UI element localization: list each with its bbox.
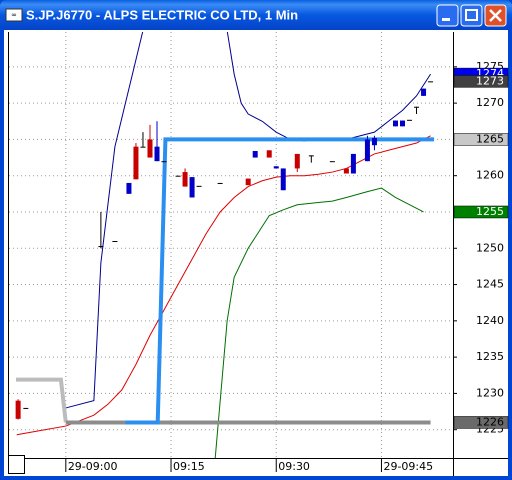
- candle-body: [175, 175, 181, 177]
- title-bar: [0, 0, 512, 30]
- candle-body: [161, 161, 167, 163]
- candle-body: [189, 177, 195, 198]
- y-tick-label: 1250: [476, 241, 504, 254]
- price-marker-label: 1273: [476, 74, 504, 87]
- candle-body: [329, 161, 335, 163]
- candle-body: [112, 241, 118, 243]
- candle-body: [414, 106, 420, 108]
- indicator-line: [65, 32, 431, 409]
- candle-body: [147, 139, 153, 158]
- candle-body: [280, 168, 286, 191]
- axes: 1225123012351240124512501255126012651270…: [65, 60, 509, 473]
- corner-box[interactable]: [8, 455, 25, 474]
- candle-body: [407, 119, 413, 121]
- candle-body: [266, 150, 272, 158]
- candle-body: [273, 166, 279, 169]
- price-marker-label: 1226: [476, 415, 504, 428]
- candle-body: [392, 120, 398, 127]
- chart-area: [4, 30, 508, 476]
- app-icon-glyph: ∞: [11, 11, 17, 19]
- minimize-button[interactable]: [436, 4, 459, 27]
- indicator-line: [214, 187, 424, 458]
- x-tick-label: 29-09:00: [68, 460, 118, 473]
- candle-body: [98, 246, 104, 248]
- candle-body: [421, 88, 427, 96]
- candle-body: [133, 146, 139, 180]
- candle-body: [364, 139, 370, 162]
- candle-body: [23, 407, 29, 409]
- candle-body: [371, 137, 377, 146]
- plot: [9, 32, 453, 458]
- app-icon: [5, 8, 23, 22]
- indicator-line: [125, 137, 435, 425]
- maximize-button[interactable]: [460, 4, 483, 27]
- y-tick-label: 1270: [476, 96, 504, 109]
- candle-body: [154, 146, 160, 162]
- candle-body: [245, 178, 251, 186]
- candle-body: [428, 81, 434, 83]
- candle-body: [399, 120, 405, 127]
- candle-body: [126, 182, 132, 194]
- price-marker-label: 1265: [476, 132, 504, 145]
- candle-body: [343, 168, 349, 174]
- price-marker-label: 1255: [476, 205, 504, 218]
- candle-body: [294, 153, 300, 169]
- candle-body: [182, 172, 188, 187]
- price-marker: [453, 75, 509, 88]
- y-tick-label: 1240: [476, 314, 504, 327]
- x-tick-label: 09:15: [173, 460, 205, 473]
- candle-body: [15, 400, 21, 419]
- x-tick-label: 29-09:45: [383, 460, 433, 473]
- y-tick-label: 1230: [476, 386, 504, 399]
- price-marker: [453, 205, 509, 219]
- x-tick-label: 09:30: [278, 460, 310, 473]
- candle-body: [308, 155, 314, 157]
- price-marker: [453, 133, 509, 146]
- y-tick-label: 1235: [476, 350, 504, 363]
- candle-body: [217, 182, 223, 184]
- indicator-line: [16, 377, 68, 423]
- close-button[interactable]: [484, 4, 507, 27]
- candle-body: [196, 185, 202, 187]
- candle-body: [350, 153, 356, 174]
- candle-body: [252, 151, 258, 158]
- window-title: S.JP.J6770 - ALPS ELECTRIC CO LTD, 1 Min: [26, 7, 298, 22]
- y-tick-label: 1245: [476, 278, 504, 291]
- y-tick-label: 1260: [476, 169, 504, 182]
- price-marker: [453, 416, 509, 429]
- candle-body: [140, 146, 146, 148]
